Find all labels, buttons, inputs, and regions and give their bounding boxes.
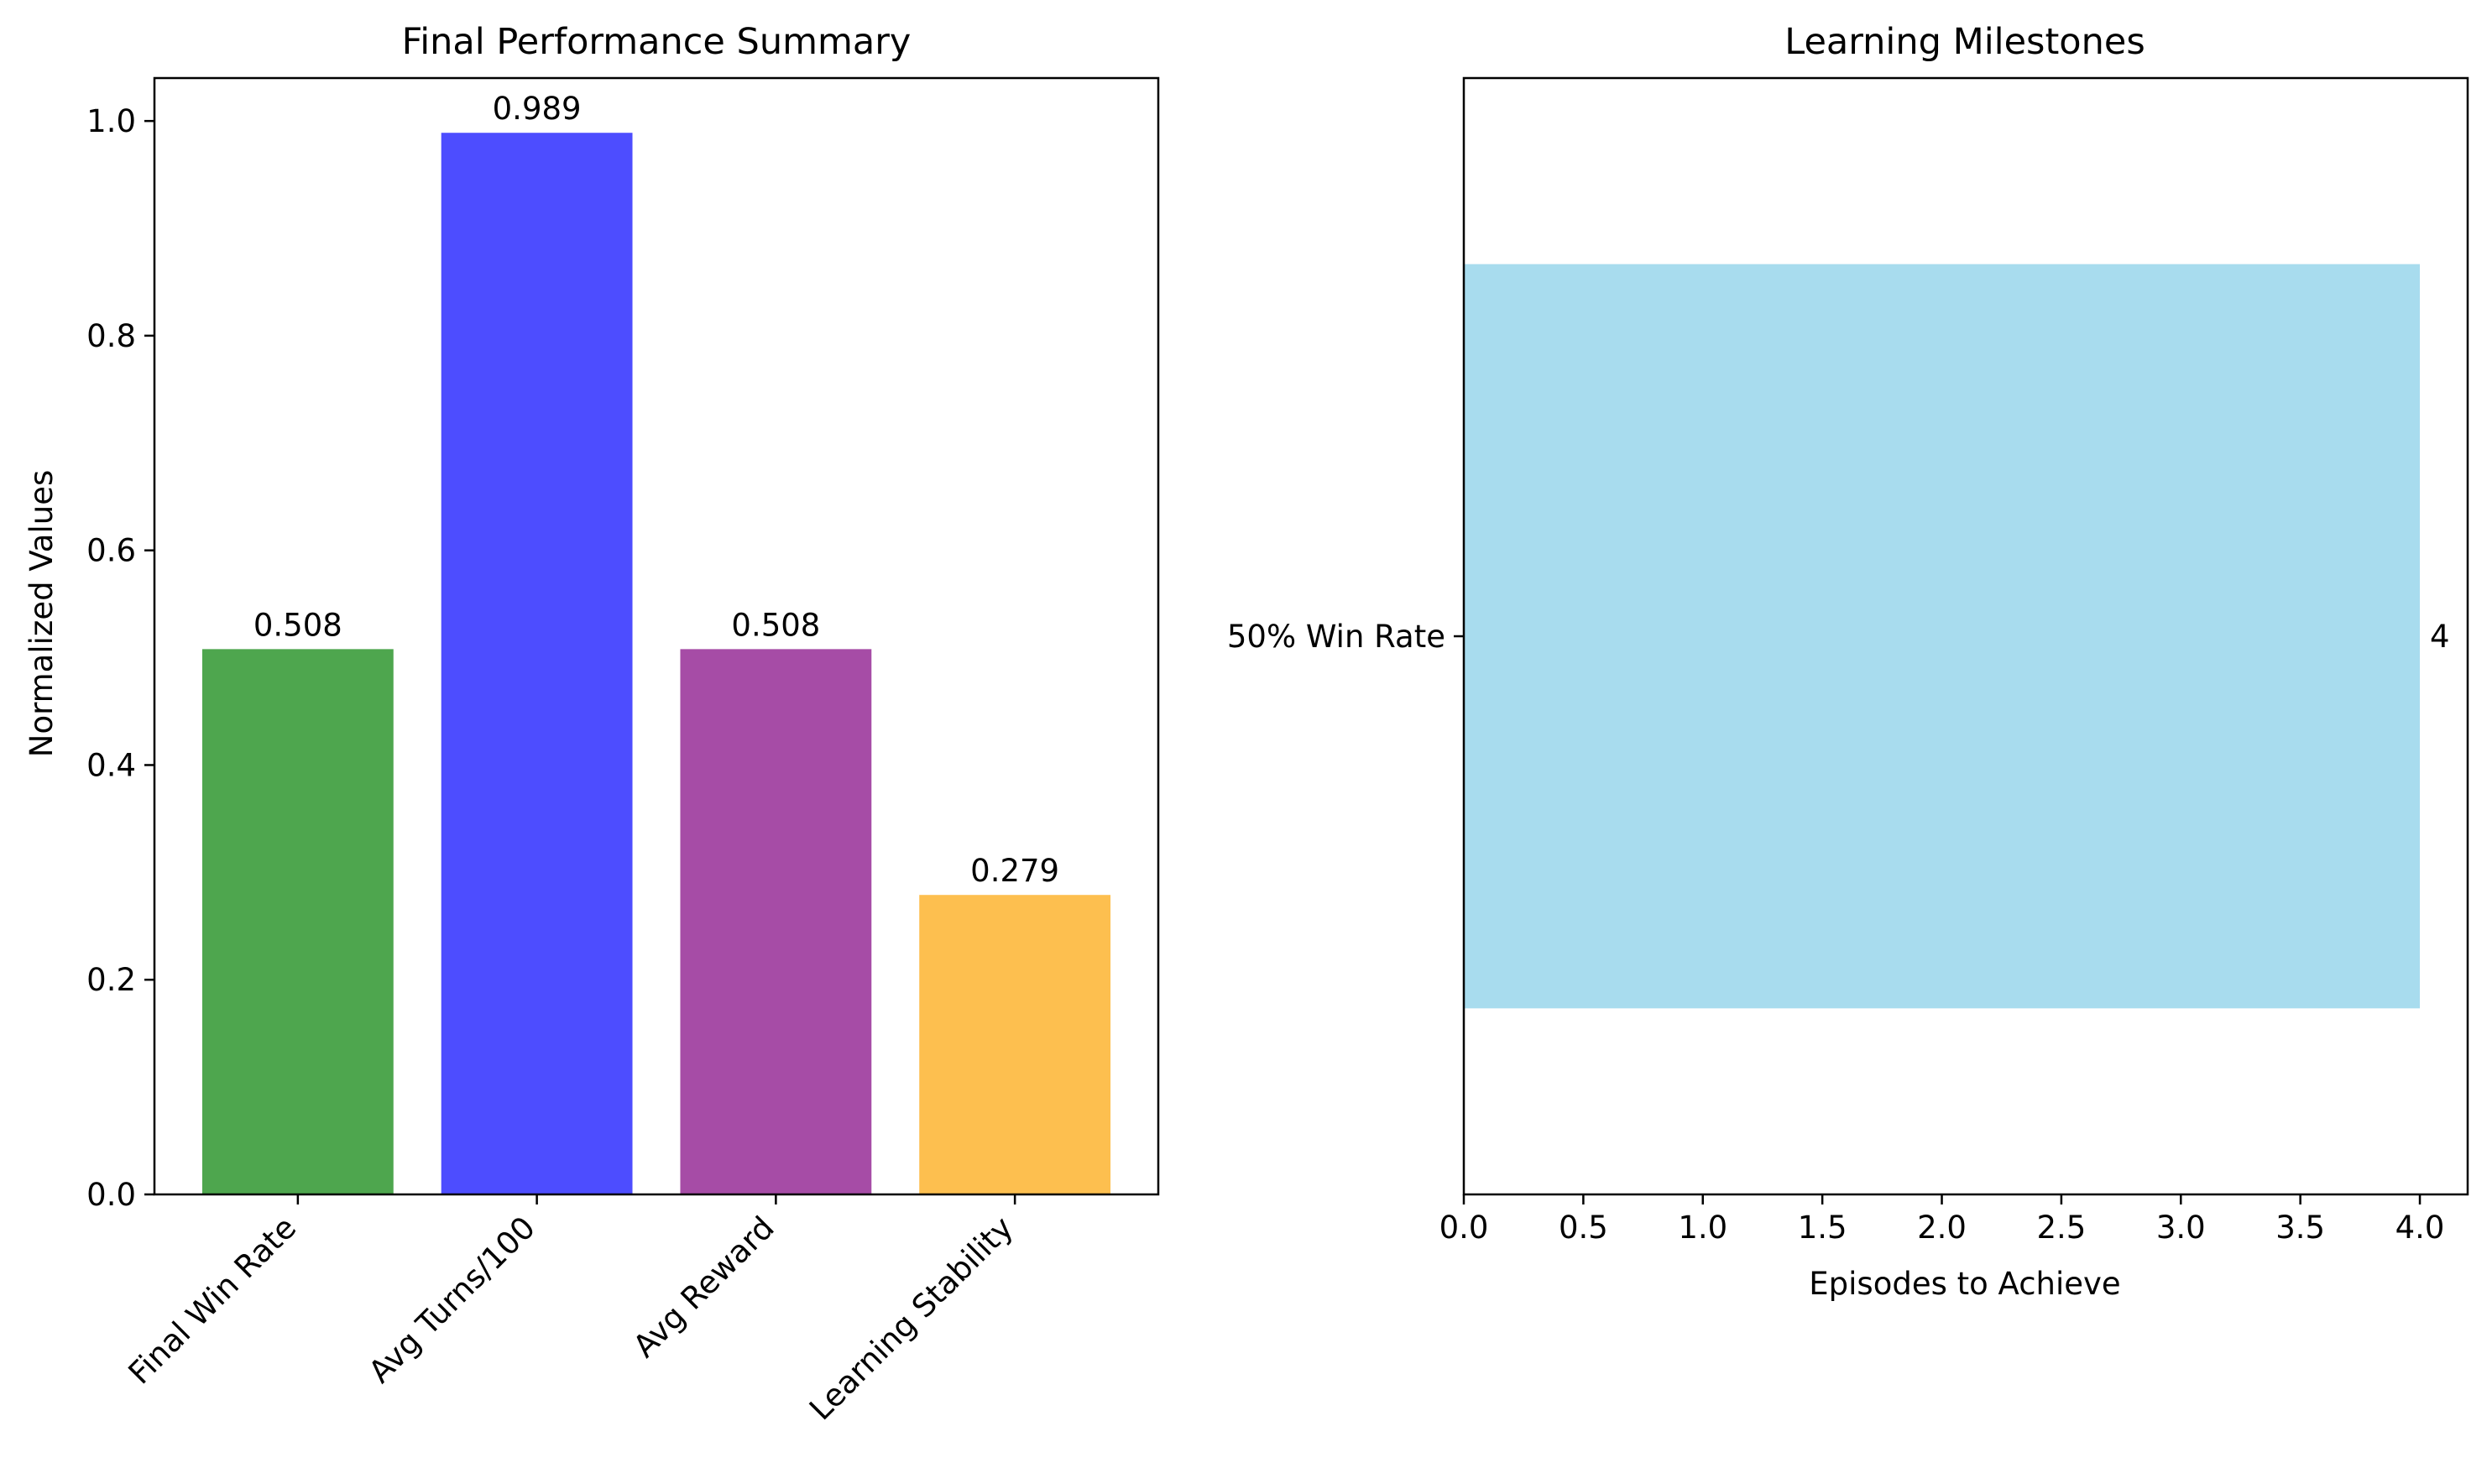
bar-value-label: 0.279 <box>970 853 1059 889</box>
y-tick-label: 0.6 <box>86 533 136 569</box>
learning-milestones-chart: Learning Milestones Episodes to Achieve … <box>1227 21 2469 1302</box>
bar-value-label: 0.508 <box>253 607 342 643</box>
x-tick-label: 2.0 <box>1917 1210 1967 1246</box>
bar-value-label: 4 <box>2430 619 2450 655</box>
bar <box>441 133 633 1194</box>
bar-value-label: 0.508 <box>731 607 820 643</box>
y-tick-label: 0.0 <box>86 1177 136 1213</box>
plot-frame <box>153 76 1160 1196</box>
x-tick-label: 1.5 <box>1798 1210 1847 1246</box>
performance-summary-chart: Final Performance Summary Normalized Val… <box>24 21 1160 1427</box>
x-axis-label: Episodes to Achieve <box>1809 1266 2120 1302</box>
bar <box>680 649 872 1194</box>
y-tick-label: 1.0 <box>86 103 136 139</box>
x-tick-label: 3.0 <box>2156 1210 2206 1246</box>
y-tick-label: 0.2 <box>86 962 136 998</box>
x-tick-label: Learning Stability <box>802 1210 1020 1427</box>
bar <box>1464 264 2421 1009</box>
y-tick-label: 50% Win Rate <box>1227 619 1445 655</box>
chart-title: Final Performance Summary <box>402 21 912 63</box>
x-tick-label: Avg Turns/100 <box>362 1210 542 1390</box>
bar-value-label: 0.989 <box>493 91 582 127</box>
chart-title: Learning Milestones <box>1784 21 2145 63</box>
bar <box>919 895 1111 1194</box>
x-tick-label: Final Win Rate <box>122 1210 303 1391</box>
x-tick-label: 4.0 <box>2395 1210 2445 1246</box>
x-tick-label: 0.0 <box>1439 1210 1489 1246</box>
x-tick-label: 2.5 <box>2036 1210 2086 1246</box>
bar <box>201 649 394 1194</box>
x-tick-label: 1.0 <box>1678 1210 1727 1246</box>
x-tick-label: 3.5 <box>2275 1210 2325 1246</box>
x-tick-label: Avg Reward <box>626 1210 781 1365</box>
y-tick-label: 0.4 <box>86 747 136 783</box>
x-tick-label: 0.5 <box>1559 1210 1608 1246</box>
plot-frame <box>1462 76 2469 1196</box>
y-tick-label: 0.8 <box>86 318 136 354</box>
y-axis-label: Normalized Values <box>24 470 60 757</box>
